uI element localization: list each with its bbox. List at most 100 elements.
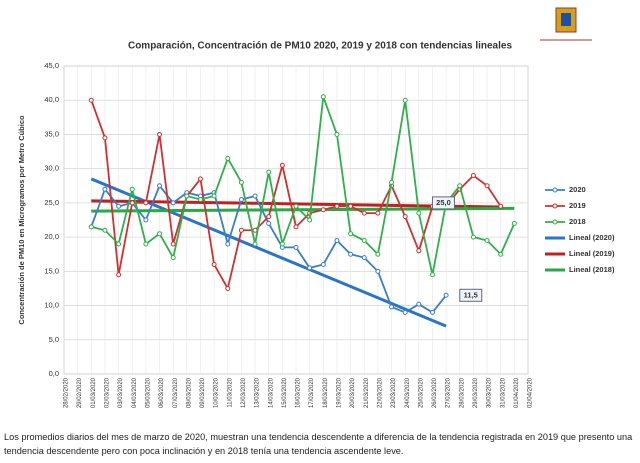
x-tick-label: 02/04/2020 [528, 377, 534, 408]
x-tick-label: 03/03/2020 [118, 377, 124, 408]
point [402, 97, 408, 103]
x-tick-label: 25/03/2020 [418, 377, 424, 408]
point [266, 220, 272, 226]
point [416, 248, 422, 254]
point [429, 309, 435, 315]
point [348, 203, 354, 209]
point [143, 241, 149, 247]
point [116, 272, 122, 278]
legend-label: 2019 [569, 201, 586, 210]
point [334, 203, 340, 209]
x-tick-label: 01/03/2020 [91, 377, 97, 408]
y-tick-label: 30,0 [44, 164, 59, 173]
point [307, 217, 313, 223]
x-tick-label: 28/03/2020 [459, 377, 465, 408]
point [225, 285, 231, 291]
point [348, 231, 354, 237]
y-tick-label: 5,0 [49, 335, 59, 344]
point [320, 94, 326, 100]
point [498, 203, 504, 209]
point [252, 193, 258, 199]
x-tick-label: 02/03/2020 [105, 377, 111, 408]
chart: Comparación, Concentración de PM10 2020,… [17, 7, 615, 408]
point [116, 203, 122, 209]
point [197, 196, 203, 202]
point [88, 224, 94, 230]
point [320, 261, 326, 267]
point [211, 193, 217, 199]
point [402, 214, 408, 220]
x-tick-label: 14/03/2020 [268, 377, 274, 408]
point [238, 196, 244, 202]
x-tick-label: 22/03/2020 [377, 377, 383, 408]
annotation: 25,0 [436, 198, 451, 207]
point [375, 251, 381, 257]
point [157, 231, 163, 237]
point [157, 131, 163, 137]
point [389, 304, 395, 310]
point [129, 186, 135, 192]
x-tick-label: 27/03/2020 [446, 377, 452, 408]
point [238, 227, 244, 233]
point [252, 227, 258, 233]
y-tick-label: 0,0 [49, 369, 59, 378]
legend-label: Lineal (2018) [569, 265, 615, 274]
point [334, 238, 340, 244]
point [252, 241, 258, 247]
x-tick-label: 10/03/2020 [214, 377, 220, 408]
point [184, 193, 190, 199]
x-tick-label: 29/02/2020 [77, 377, 83, 408]
x-tick-label: 15/03/2020 [282, 377, 288, 408]
point [389, 179, 395, 185]
x-tick-label: 28/02/2020 [64, 377, 70, 408]
x-tick-label: 31/03/2020 [500, 377, 506, 408]
point [102, 135, 108, 141]
point [170, 255, 176, 261]
x-tick-label: 17/03/2020 [309, 377, 315, 408]
chart-title: Comparación, Concentración de PM10 2020,… [128, 41, 512, 52]
point [361, 255, 367, 261]
annotation-box [459, 288, 483, 302]
point [402, 309, 408, 315]
point [293, 203, 299, 209]
point [484, 183, 490, 189]
point [238, 179, 244, 185]
x-tick-label: 08/03/2020 [186, 377, 192, 408]
point [484, 238, 490, 244]
x-tick-label: 24/03/2020 [405, 377, 411, 408]
point [416, 301, 422, 307]
point [211, 261, 217, 267]
y-tick-label: 20,0 [44, 232, 59, 241]
legend-marker [552, 187, 558, 193]
point [375, 268, 381, 274]
y-tick-label: 45,0 [44, 61, 59, 70]
point [511, 220, 517, 226]
y-tick-label: 25,0 [44, 198, 59, 207]
logo [540, 7, 592, 41]
caption: Los promedios diarios del mes de marzo d… [4, 432, 633, 456]
point [375, 210, 381, 216]
point [279, 162, 285, 168]
legend-label: 2020 [569, 185, 586, 194]
y-axis-label: Concentración de PM10 en Microgramos por… [17, 115, 26, 325]
point [197, 176, 203, 182]
point [143, 200, 149, 206]
point [102, 227, 108, 233]
point [225, 155, 231, 161]
y-tick-label: 10,0 [44, 301, 59, 310]
x-tick-label: 07/03/2020 [173, 377, 179, 408]
point [320, 207, 326, 213]
x-tick-label: 04/03/2020 [132, 377, 138, 408]
x-tick-label: 12/03/2020 [241, 377, 247, 408]
point [443, 292, 449, 298]
point [279, 241, 285, 247]
point [348, 251, 354, 257]
point [88, 97, 94, 103]
point [307, 265, 313, 271]
point [470, 173, 476, 179]
series-line [91, 96, 516, 275]
point [361, 238, 367, 244]
y-tick-label: 40,0 [44, 95, 59, 104]
point [293, 244, 299, 250]
